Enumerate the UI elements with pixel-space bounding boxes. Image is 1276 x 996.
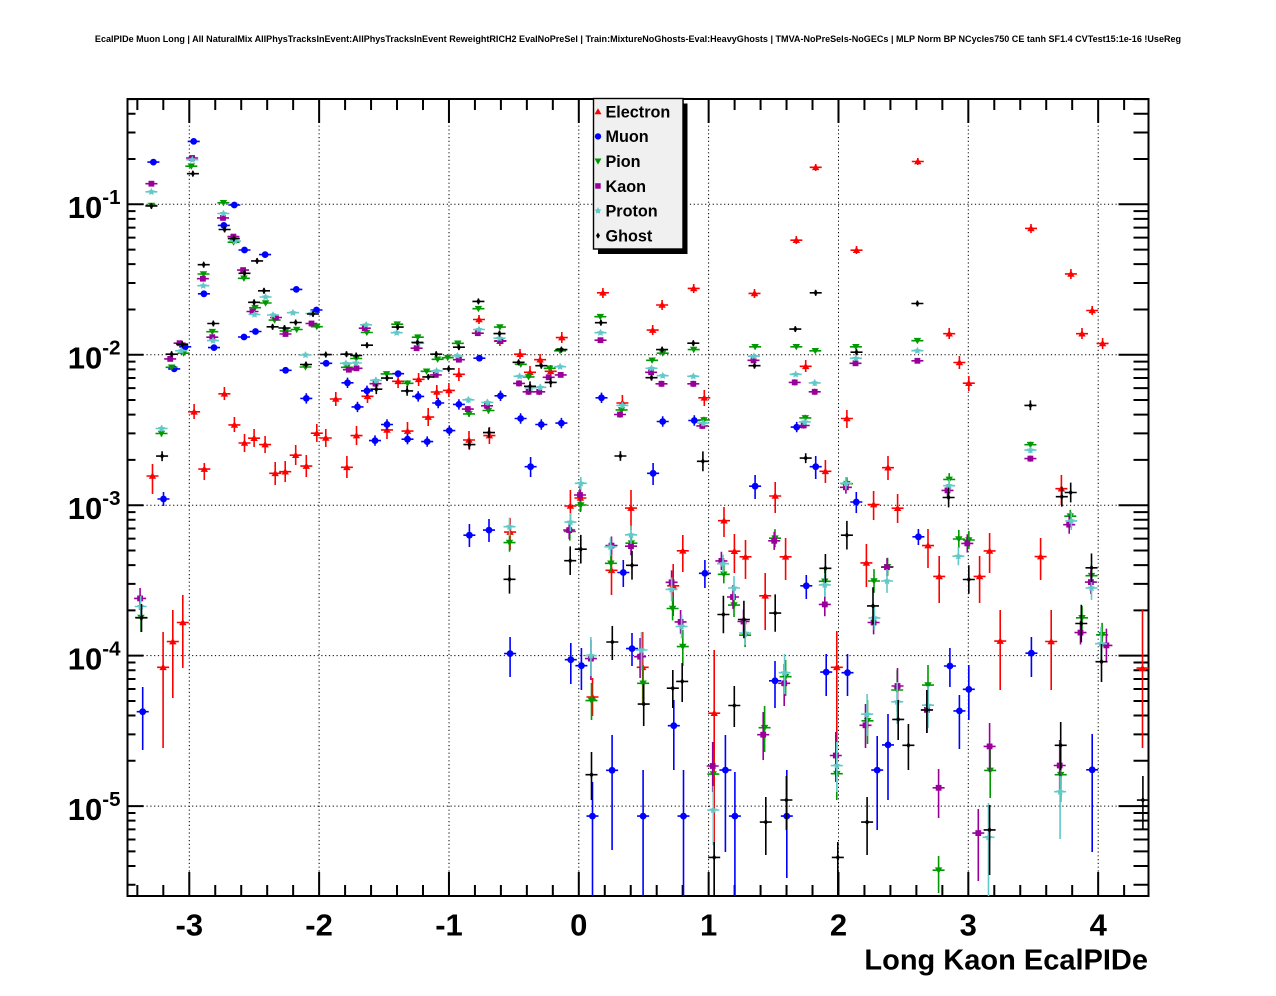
svg-text:Pion: Pion — [606, 153, 641, 171]
svg-text:0: 0 — [570, 908, 587, 943]
svg-text:Proton: Proton — [606, 203, 658, 221]
svg-text:Ghost: Ghost — [606, 227, 653, 245]
svg-text:1: 1 — [700, 908, 717, 943]
svg-text:EcalPIDe Muon Long | All Natur: EcalPIDe Muon Long | All NaturalMix AllP… — [95, 34, 1181, 44]
svg-text:Kaon: Kaon — [606, 178, 646, 196]
svg-text:-2: -2 — [305, 908, 333, 943]
svg-text:-3: -3 — [176, 908, 204, 943]
svg-text:4: 4 — [1090, 908, 1108, 943]
svg-text:2: 2 — [830, 908, 847, 943]
svg-text:10-3: 10-3 — [68, 487, 121, 526]
svg-text:3: 3 — [960, 908, 977, 943]
svg-text:Long Kaon EcalPIDe: Long Kaon EcalPIDe — [864, 945, 1148, 977]
svg-text:Electron: Electron — [606, 103, 671, 121]
svg-text:-1: -1 — [435, 908, 463, 943]
svg-text:Muon: Muon — [606, 128, 649, 146]
